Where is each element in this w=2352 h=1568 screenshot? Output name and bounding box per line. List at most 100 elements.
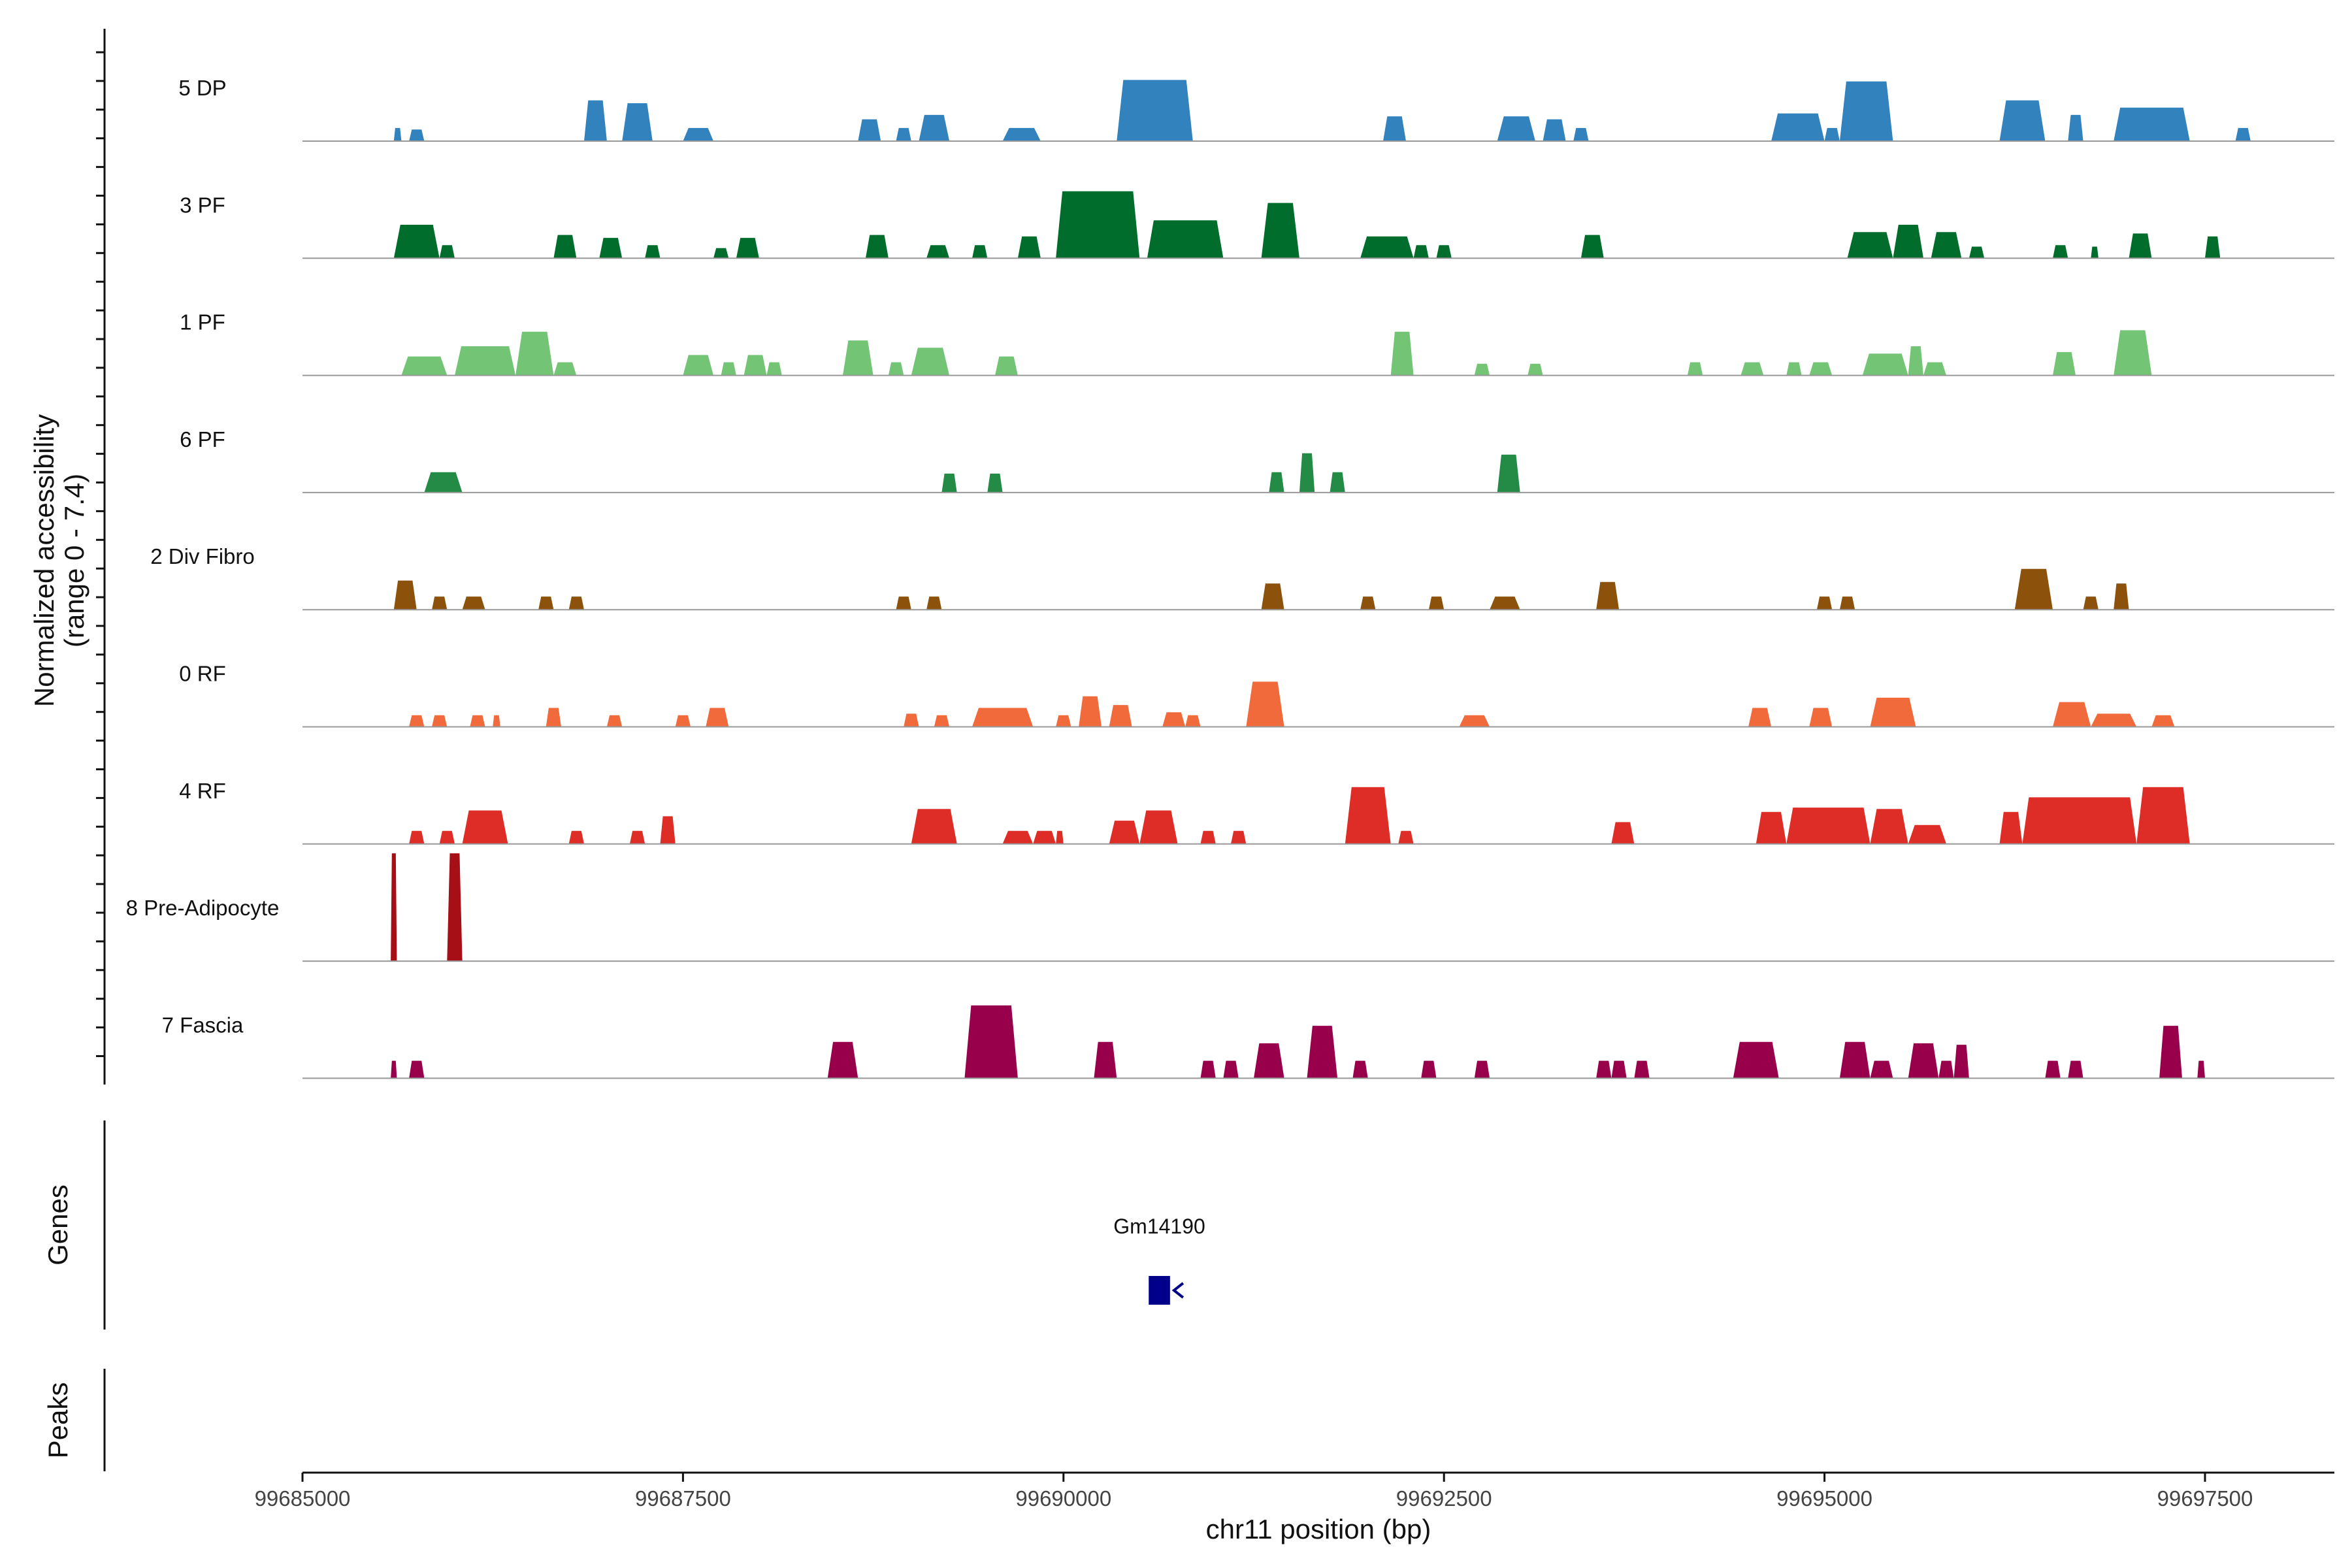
- coverage-peak: [1056, 830, 1064, 844]
- coverage-peak: [1413, 245, 1429, 259]
- coverage-peak: [2083, 596, 2099, 610]
- coverage-peak: [1870, 809, 1908, 844]
- coverage-peak: [1231, 830, 1247, 844]
- coverage-peak: [568, 830, 584, 844]
- coverage-peak: [1999, 100, 2046, 141]
- coverage-peak: [2014, 568, 2053, 610]
- coverage-peak: [1938, 1060, 1954, 1079]
- coverage-peak: [904, 713, 919, 727]
- coverage-peak: [432, 596, 448, 610]
- coverage-peak: [1862, 353, 1908, 376]
- coverage-peak: [1490, 596, 1520, 610]
- coverage-peak: [1383, 116, 1406, 141]
- coverage-peak: [858, 119, 881, 141]
- coverage-peak: [515, 331, 554, 376]
- coverage-peak: [1436, 245, 1452, 259]
- coverage-peak: [1360, 236, 1414, 259]
- coverage-peak: [766, 362, 782, 376]
- track-label: 8 Pre-Adipocyte: [126, 896, 280, 920]
- coverage-peak: [827, 1041, 858, 1079]
- coverage-peak: [1390, 331, 1414, 376]
- coverage-peak: [1185, 715, 1201, 727]
- coverage-peak: [470, 715, 485, 727]
- coverage-peak: [1345, 787, 1391, 844]
- coverage-peak: [2022, 797, 2137, 844]
- coverage-peak: [1816, 596, 1833, 610]
- coverage-peak: [995, 356, 1018, 376]
- coverage-peak: [987, 473, 1003, 493]
- coverage-peak: [1474, 363, 1490, 376]
- coverage-peak: [926, 596, 942, 610]
- coverage-peak: [896, 596, 911, 610]
- track-label: 2 Div Fibro: [150, 544, 255, 568]
- coverage-peak: [1094, 1041, 1117, 1079]
- coverage-peak: [721, 362, 736, 376]
- coverage-peak: [447, 853, 463, 962]
- coverage-peak: [553, 362, 577, 376]
- gene-label: Gm14190: [1113, 1215, 1205, 1238]
- coverage-peak: [553, 235, 577, 259]
- coverage-peak: [432, 715, 448, 727]
- coverage-peak: [391, 853, 397, 962]
- coverage-peak: [1611, 822, 1635, 844]
- coverage-peak: [584, 100, 607, 141]
- coverage-peak: [439, 830, 455, 844]
- coverage-peak: [1261, 583, 1284, 610]
- coverage-peak: [2053, 245, 2068, 259]
- coverage-peak: [1139, 810, 1178, 844]
- coverage-peak: [1109, 821, 1140, 844]
- coverage-peak: [1809, 362, 1833, 376]
- coverage-peak: [1527, 363, 1543, 376]
- coverage-peak: [1968, 246, 1985, 259]
- coverage-peak: [1421, 1060, 1437, 1079]
- coverage-peak: [736, 238, 759, 259]
- track-label: 5 DP: [178, 76, 226, 100]
- track-label: 4 RF: [179, 779, 226, 803]
- coverage-peak: [2129, 233, 2152, 259]
- track-label: 3 PF: [180, 193, 225, 217]
- coverage-peak: [2045, 1060, 2061, 1079]
- track: 2 Div Fibro: [150, 544, 2334, 611]
- coverage-peak: [455, 346, 516, 376]
- coverage-peak: [1839, 596, 1855, 610]
- coverage-peak: [1147, 220, 1224, 259]
- coverage-peak: [911, 348, 950, 376]
- coverage-peak: [462, 596, 485, 610]
- coverage-peak: [1079, 696, 1102, 727]
- coverage-peak: [1839, 81, 1893, 141]
- coverage-peak: [1330, 472, 1345, 493]
- coverage-peak: [1740, 362, 1764, 376]
- coverage-peak: [2235, 127, 2251, 141]
- track-label: 1 PF: [180, 310, 225, 335]
- coverage-peak: [2091, 713, 2137, 727]
- y-axis-title: Normalized accessibility: [29, 414, 59, 707]
- coverage-peak: [1771, 113, 1825, 141]
- coverage-peak: [1786, 362, 1802, 376]
- genes-layer: Gm14190: [1113, 1215, 1205, 1305]
- track: 4 RF: [179, 779, 2334, 845]
- coverage-peak: [599, 238, 623, 259]
- coverage-peak: [2068, 114, 2083, 141]
- coverage-peak: [972, 245, 988, 259]
- track: 5 DP: [178, 76, 2334, 142]
- coverage-peak: [706, 708, 729, 727]
- coverage-peak: [1870, 697, 1916, 727]
- x-axis-title: chr11 position (bp): [1206, 1514, 1431, 1544]
- coverage-peak: [1109, 705, 1132, 727]
- coverage-peak: [1580, 235, 1604, 259]
- y-axis-ticks: [96, 51, 105, 1057]
- coverage-peak: [1543, 119, 1566, 141]
- coverage-peak: [538, 596, 554, 610]
- coverage-peak: [2068, 1060, 2083, 1079]
- coverage-peak: [1056, 715, 1071, 727]
- coverage-peak: [493, 715, 500, 727]
- coverage-peak: [865, 235, 889, 259]
- coverage-peak: [393, 127, 402, 141]
- coverage-peak: [1017, 236, 1041, 259]
- coverage-peak: [1908, 825, 1946, 844]
- coverage-peak: [1687, 362, 1703, 376]
- track-label: 7 Fascia: [162, 1013, 244, 1037]
- coverage-peak: [2114, 107, 2190, 141]
- coverage-peak: [964, 1005, 1018, 1079]
